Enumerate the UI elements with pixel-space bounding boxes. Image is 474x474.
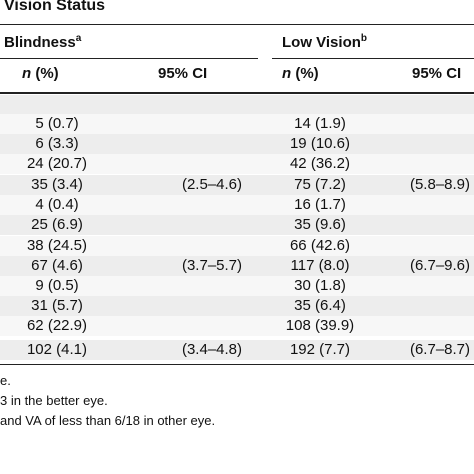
table-cell: 75 (7.2) (294, 176, 346, 193)
table-cell: 35 (9.6) (294, 216, 346, 233)
table-row: 67 (4.6) (3.7–5.7) 117 (8.0) (6.7–9.6) (0, 256, 474, 276)
table-row: 31 (5.7) 35 (6.4) (0, 296, 474, 316)
rule (0, 92, 474, 94)
table-cell: (6.7–9.6) (409, 257, 471, 274)
rule (272, 58, 474, 59)
table-cell: 5 (0.7) (35, 115, 79, 132)
table-row: 35 (3.4) (2.5–4.6) 75 (7.2) (5.8–8.9) (0, 175, 474, 195)
subheader: n (%) (22, 65, 59, 82)
table-cell: 31 (5.7) (31, 297, 83, 314)
table-cell: (5.8–8.9) (409, 176, 471, 193)
footnote: e. (0, 373, 11, 388)
table-row: 38 (24.5) 66 (42.6) (0, 236, 474, 256)
footnote-mark: b (360, 33, 368, 44)
footnote: 3 in the better eye. (0, 393, 108, 408)
table-cell: 24 (20.7) (26, 155, 88, 172)
group-label: Blindness (4, 34, 76, 51)
table-cell: (6.7–8.7) (409, 341, 471, 358)
table-cell: 16 (1.7) (294, 196, 346, 213)
table-cell: 25 (6.9) (31, 216, 83, 233)
table-cell: (3.7–5.7) (181, 257, 243, 274)
table-cell: 67 (4.6) (31, 257, 83, 274)
group-label: Low Vision (282, 34, 361, 51)
table-cell: 108 (39.9) (285, 317, 355, 334)
n-symbol: n (282, 65, 292, 82)
table-row: 5 (0.7) 14 (1.9) (0, 114, 474, 134)
table-cell: 62 (22.9) (26, 317, 88, 334)
table-row: 4 (0.4) 16 (1.7) (0, 195, 474, 215)
table-cell: 4 (0.4) (35, 196, 79, 213)
subheader-text: (%) (295, 65, 319, 82)
table-row: 62 (22.9) 108 (39.9) (0, 316, 474, 336)
footnote-mark: a (75, 33, 82, 44)
rule (0, 58, 258, 59)
table-cell: 102 (4.1) (26, 341, 88, 358)
footnote: and VA of less than 6/18 in other eye. (0, 413, 216, 428)
subheader: 95% CI (158, 65, 208, 82)
subheader: n (%) (282, 65, 319, 82)
table-cell: 19 (10.6) (289, 135, 351, 152)
table-row: 102 (4.1) (3.4–4.8) 192 (7.7) (6.7–8.7) (0, 340, 474, 360)
table-cell: 35 (3.4) (31, 176, 83, 193)
table-cell: 14 (1.9) (294, 115, 346, 132)
table-row (0, 95, 474, 115)
table-cell: 117 (8.0) (290, 257, 350, 274)
table-cell: 42 (36.2) (289, 155, 351, 172)
table-title: Vision Status (4, 0, 106, 14)
table-cell: (3.4–4.8) (181, 341, 243, 358)
table-cell: 192 (7.7) (289, 341, 351, 358)
subheader-text: (%) (35, 65, 59, 82)
table-cell: 6 (3.3) (35, 135, 79, 152)
table-cell: (2.5–4.6) (181, 176, 243, 193)
table-row: 6 (3.3) 19 (10.6) (0, 134, 474, 154)
group-header: Blindnessa (4, 33, 81, 51)
n-symbol: n (22, 65, 32, 82)
table-cell: 38 (24.5) (26, 237, 88, 254)
rule (0, 364, 474, 365)
table-cell: 35 (6.4) (294, 297, 346, 314)
table-cell: 9 (0.5) (35, 277, 79, 294)
subheader: 95% CI (412, 65, 462, 82)
table-row: 9 (0.5) 30 (1.8) (0, 276, 474, 296)
table-row: 24 (20.7) 42 (36.2) (0, 154, 474, 174)
table-row: 25 (6.9) 35 (9.6) (0, 215, 474, 235)
table-cell: 30 (1.8) (294, 277, 346, 294)
table-cell: 66 (42.6) (289, 237, 351, 254)
rule (0, 24, 474, 25)
group-header: Low Visionb (282, 33, 367, 51)
